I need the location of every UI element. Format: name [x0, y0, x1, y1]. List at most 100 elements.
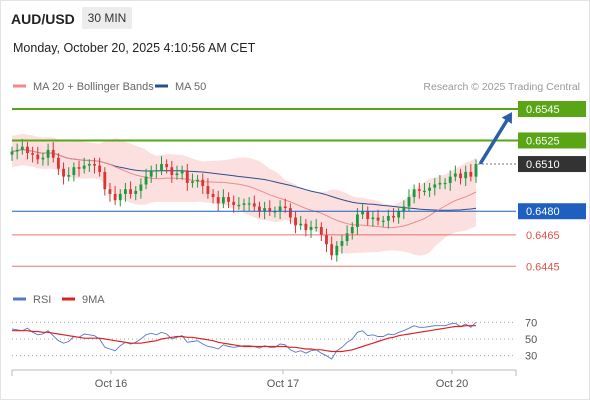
target-level-tag [518, 101, 586, 118]
candle [464, 165, 468, 187]
candle [366, 206, 370, 226]
candle [407, 189, 411, 212]
candle-body [67, 175, 71, 177]
candle-body [124, 189, 127, 194]
candle [175, 165, 179, 180]
candle [459, 168, 462, 185]
candle-body [397, 211, 401, 218]
candle [263, 201, 267, 220]
candle [474, 159, 478, 183]
candle [160, 156, 163, 176]
candle-body [325, 234, 328, 245]
rsi-tick-label: 70 [525, 317, 537, 329]
support-level-label: 0.6465 [526, 230, 560, 242]
candle-body [20, 146, 24, 150]
candle [376, 209, 380, 226]
candle-body [139, 184, 143, 191]
candle [247, 197, 251, 212]
candle [371, 211, 375, 227]
candle-body [350, 226, 354, 234]
candle-body [10, 151, 14, 155]
candle-body [278, 206, 282, 212]
candle-body [474, 164, 478, 177]
candle [433, 178, 437, 196]
candle-body [221, 197, 225, 204]
legend-9ma-label: 9MA [82, 294, 105, 306]
legend-ma50-label: MA 50 [175, 81, 206, 93]
candle-body [459, 173, 462, 179]
candle-body [345, 233, 349, 242]
candle-body [263, 208, 267, 212]
price-layer [10, 133, 478, 262]
candle-body [340, 241, 344, 246]
candle-body [196, 179, 200, 182]
candle [41, 153, 45, 166]
candle [36, 146, 40, 165]
candle [412, 184, 416, 204]
support-level-label: 0.6445 [526, 261, 560, 273]
candle-body [453, 173, 457, 177]
candle [273, 206, 277, 218]
candle-body [185, 170, 189, 183]
candle [67, 167, 71, 182]
current-price-tag [518, 156, 586, 173]
candle [56, 153, 60, 176]
candle [134, 186, 138, 201]
candle [124, 182, 127, 202]
candle-body [93, 164, 96, 166]
candle-body [216, 197, 220, 204]
chart-credit: Research © 2025 Trading Central [423, 81, 580, 93]
candle [139, 178, 143, 199]
candle-body [56, 157, 60, 169]
target-level-tag [518, 132, 586, 149]
candle [93, 157, 96, 174]
candle-body [433, 184, 437, 188]
candle [211, 189, 215, 204]
rsi-tick-label: 50 [525, 334, 537, 346]
x-tick-label: Oct 16 [95, 378, 127, 390]
candle [283, 198, 287, 213]
pivot-level-label: 0.6480 [526, 206, 560, 218]
candle [299, 215, 303, 231]
candle-body [46, 149, 50, 158]
candle-body [438, 182, 442, 185]
candle-body [423, 190, 426, 192]
candle [232, 195, 236, 213]
candle [288, 203, 292, 224]
candle-body [428, 187, 432, 191]
candle [129, 181, 132, 199]
candle-body [314, 226, 318, 229]
candle [154, 164, 158, 179]
x-tick-label: Oct 17 [267, 378, 299, 390]
timeframe-button[interactable]: 30 MIN [82, 7, 132, 29]
candle [350, 222, 354, 240]
candle [381, 215, 385, 227]
candle-body [154, 170, 158, 172]
candle [428, 182, 432, 198]
candle-body [448, 176, 452, 183]
candle-body [242, 203, 246, 205]
candle-body [237, 204, 241, 207]
candle-body [252, 203, 256, 207]
candle-body [247, 203, 251, 205]
candle-body [288, 208, 292, 218]
candle [314, 219, 318, 232]
candle [165, 159, 169, 174]
candle [180, 165, 184, 180]
candle-body [77, 167, 81, 169]
candle-body [180, 170, 184, 174]
candle [103, 167, 107, 196]
candle-body [134, 190, 138, 194]
candle [82, 157, 86, 174]
candle-body [26, 146, 29, 154]
candle-body [268, 208, 272, 212]
candle-body [258, 206, 261, 212]
candle [51, 142, 55, 163]
candle-body [304, 223, 308, 231]
candle [10, 146, 14, 161]
candle [26, 142, 29, 160]
candle-body [443, 182, 447, 185]
candle-body [402, 206, 406, 212]
candle-body [335, 245, 339, 256]
chart-datetime: Monday, October 20, 2025 4:10:56 AM CET [13, 41, 256, 55]
